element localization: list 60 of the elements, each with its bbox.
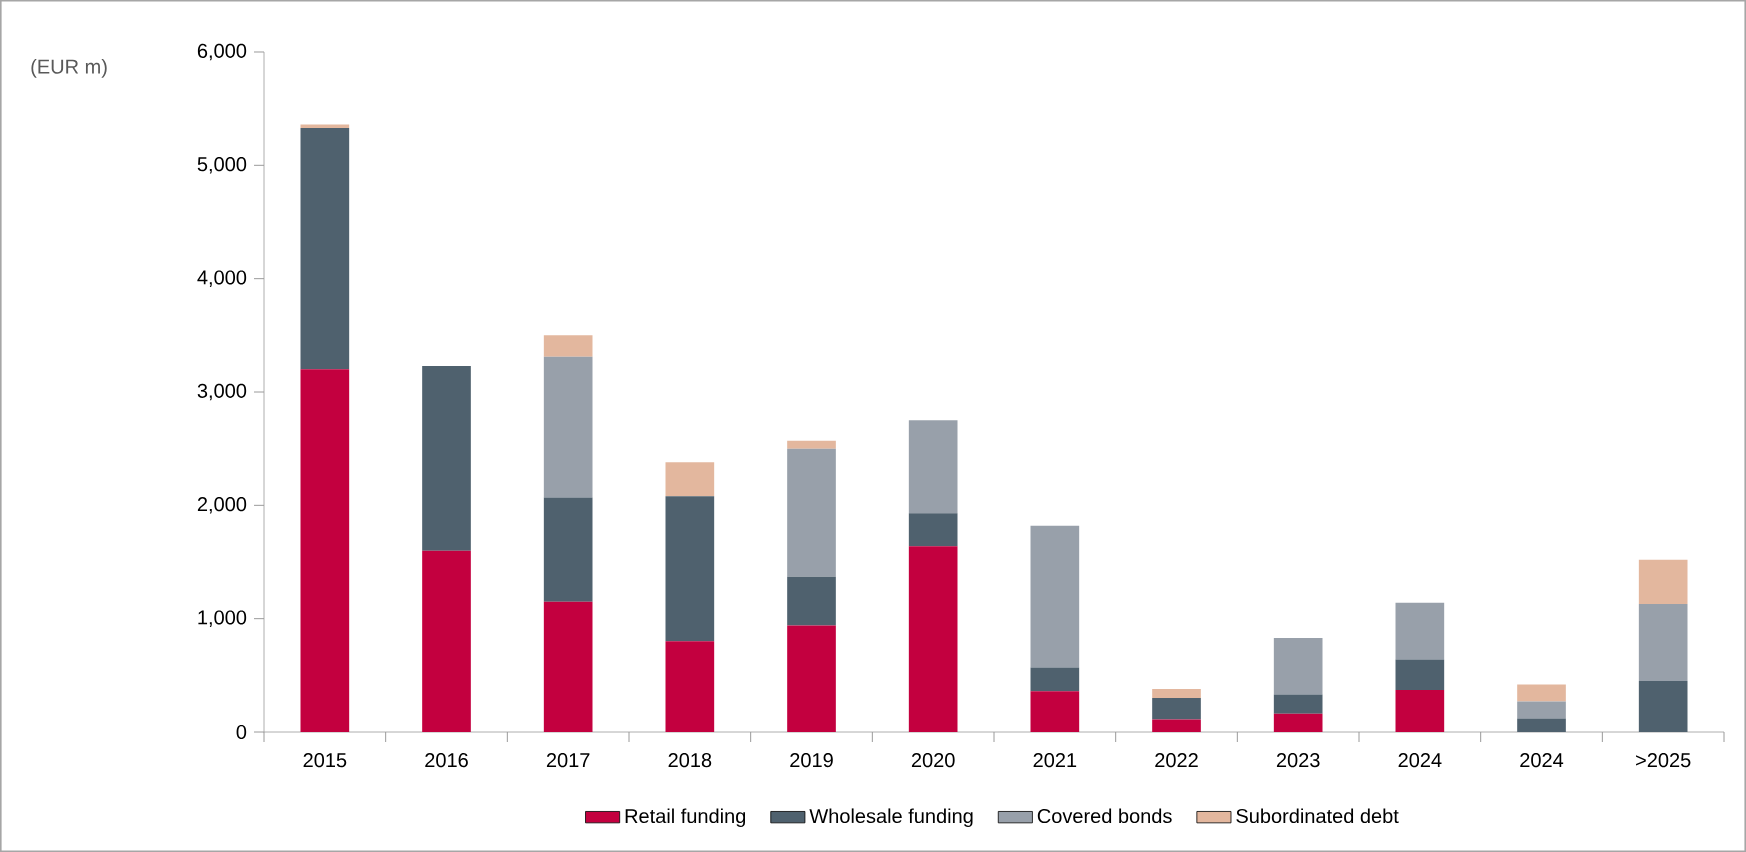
bar	[1030, 667, 1080, 692]
bar	[787, 576, 836, 626]
bar	[1273, 637, 1323, 695]
bar	[1152, 688, 1201, 698]
bar	[543, 335, 593, 357]
x-tick-label: 2023	[1276, 753, 1320, 768]
x-tick-label: 2021	[1033, 753, 1077, 768]
bar	[543, 356, 593, 498]
bar	[1030, 525, 1080, 668]
bar	[1517, 718, 1566, 733]
x-tick-label: 2016	[425, 753, 468, 768]
bar	[300, 127, 350, 370]
bar	[543, 601, 593, 733]
bar	[1273, 713, 1323, 733]
y-tick-label: 0	[236, 724, 247, 740]
bar	[787, 625, 836, 733]
bar	[665, 462, 715, 497]
y-tick-label: 3,000	[197, 383, 247, 401]
bar	[787, 440, 836, 449]
bar	[665, 641, 715, 733]
bar	[1152, 719, 1201, 733]
bar	[1273, 694, 1323, 714]
x-tick-label: 2019	[790, 753, 833, 768]
bar	[1152, 698, 1201, 720]
x-tick-label: 2024	[1398, 753, 1442, 768]
x-tick-label: 2020	[911, 753, 955, 768]
bar	[1395, 602, 1445, 660]
x-tick-label: 2018	[668, 753, 712, 768]
bar	[908, 420, 958, 514]
bar	[300, 369, 350, 733]
legend-label: Wholesale funding	[809, 808, 973, 828]
bar	[787, 448, 836, 577]
x-tick-label: >2025	[1636, 753, 1691, 768]
y-tick-label: 5,000	[197, 157, 247, 174]
x-tick-label: 2015	[303, 753, 347, 768]
bar	[1638, 603, 1688, 681]
y-tick-label: 6,000	[197, 43, 247, 61]
bar	[665, 496, 715, 642]
bar	[1030, 691, 1080, 733]
bar	[543, 497, 593, 602]
y-tick-label: 1,000	[198, 610, 247, 627]
bar	[1638, 559, 1688, 604]
bar	[1395, 659, 1445, 691]
bar	[1517, 684, 1566, 702]
bar	[908, 546, 958, 733]
bar	[1517, 701, 1566, 719]
x-tick-label: 2022	[1155, 753, 1198, 768]
y-tick-label: 2,000	[197, 497, 247, 514]
bar	[908, 513, 958, 547]
x-tick-label: 2017	[546, 753, 590, 768]
y-axis-title: (EUR m)	[31, 59, 107, 78]
x-tick-label: 2024	[1520, 753, 1564, 768]
bar	[422, 550, 471, 733]
legend-label: Subordinated debt	[1236, 808, 1399, 824]
legend-label: Covered bonds	[1037, 808, 1172, 824]
legend-label: Retail funding	[625, 808, 746, 828]
y-tick-label: 4,000	[197, 270, 247, 287]
bar	[1395, 690, 1445, 733]
bar	[422, 365, 471, 551]
bar	[1638, 681, 1688, 733]
